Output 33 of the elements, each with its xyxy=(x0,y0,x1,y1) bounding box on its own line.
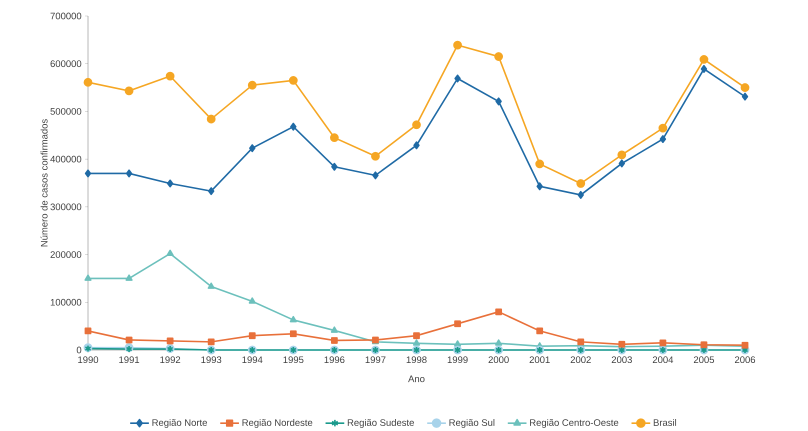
legend-label: Região Nordeste xyxy=(242,419,312,428)
x-tick-label: 1996 xyxy=(324,356,344,364)
y-tick-label: 300000 xyxy=(50,204,82,210)
y-tick-label: 500000 xyxy=(50,108,82,115)
legend-label: Região Norte xyxy=(152,419,207,428)
x-tick-label: 2003 xyxy=(612,356,632,364)
legend-label: Região Sul xyxy=(449,419,494,428)
legend-label: Região Sudeste xyxy=(348,419,414,428)
x-tick-label: 1997 xyxy=(366,356,386,364)
x-tick-label: 2001 xyxy=(530,356,550,364)
x-tick-label: 1991 xyxy=(119,356,140,364)
y-tick-label: 700000 xyxy=(50,12,82,20)
x-tick-label: 1995 xyxy=(284,356,304,364)
x-tick-label: 2002 xyxy=(570,356,591,364)
x-tick-label: 1992 xyxy=(160,356,180,364)
y-axis-title: Número de casos confirmados xyxy=(40,119,48,246)
y-tick-label: 200000 xyxy=(50,251,82,258)
x-axis-title: Ano xyxy=(408,376,425,382)
x-tick-label: 2006 xyxy=(734,356,756,364)
x-tick-label: 2004 xyxy=(652,356,674,364)
x-tick-label: 1993 xyxy=(201,356,222,364)
x-tick-label: 1998 xyxy=(406,356,427,364)
y-tick-label: 100000 xyxy=(50,298,82,306)
x-tick-label: 2000 xyxy=(488,356,509,364)
x-tick-label: 1999 xyxy=(448,356,468,364)
y-tick-label: 600000 xyxy=(50,60,82,68)
y-tick-label: 400000 xyxy=(50,156,82,162)
legend-label: Brasil xyxy=(654,419,676,426)
x-tick-label: 2005 xyxy=(694,356,714,364)
x-tick-label: 1994 xyxy=(242,356,262,364)
x-tick-label: 1990 xyxy=(78,356,98,364)
legend-label: Região Centro-Oeste xyxy=(530,419,618,428)
y-tick-label: 0 xyxy=(76,346,82,354)
